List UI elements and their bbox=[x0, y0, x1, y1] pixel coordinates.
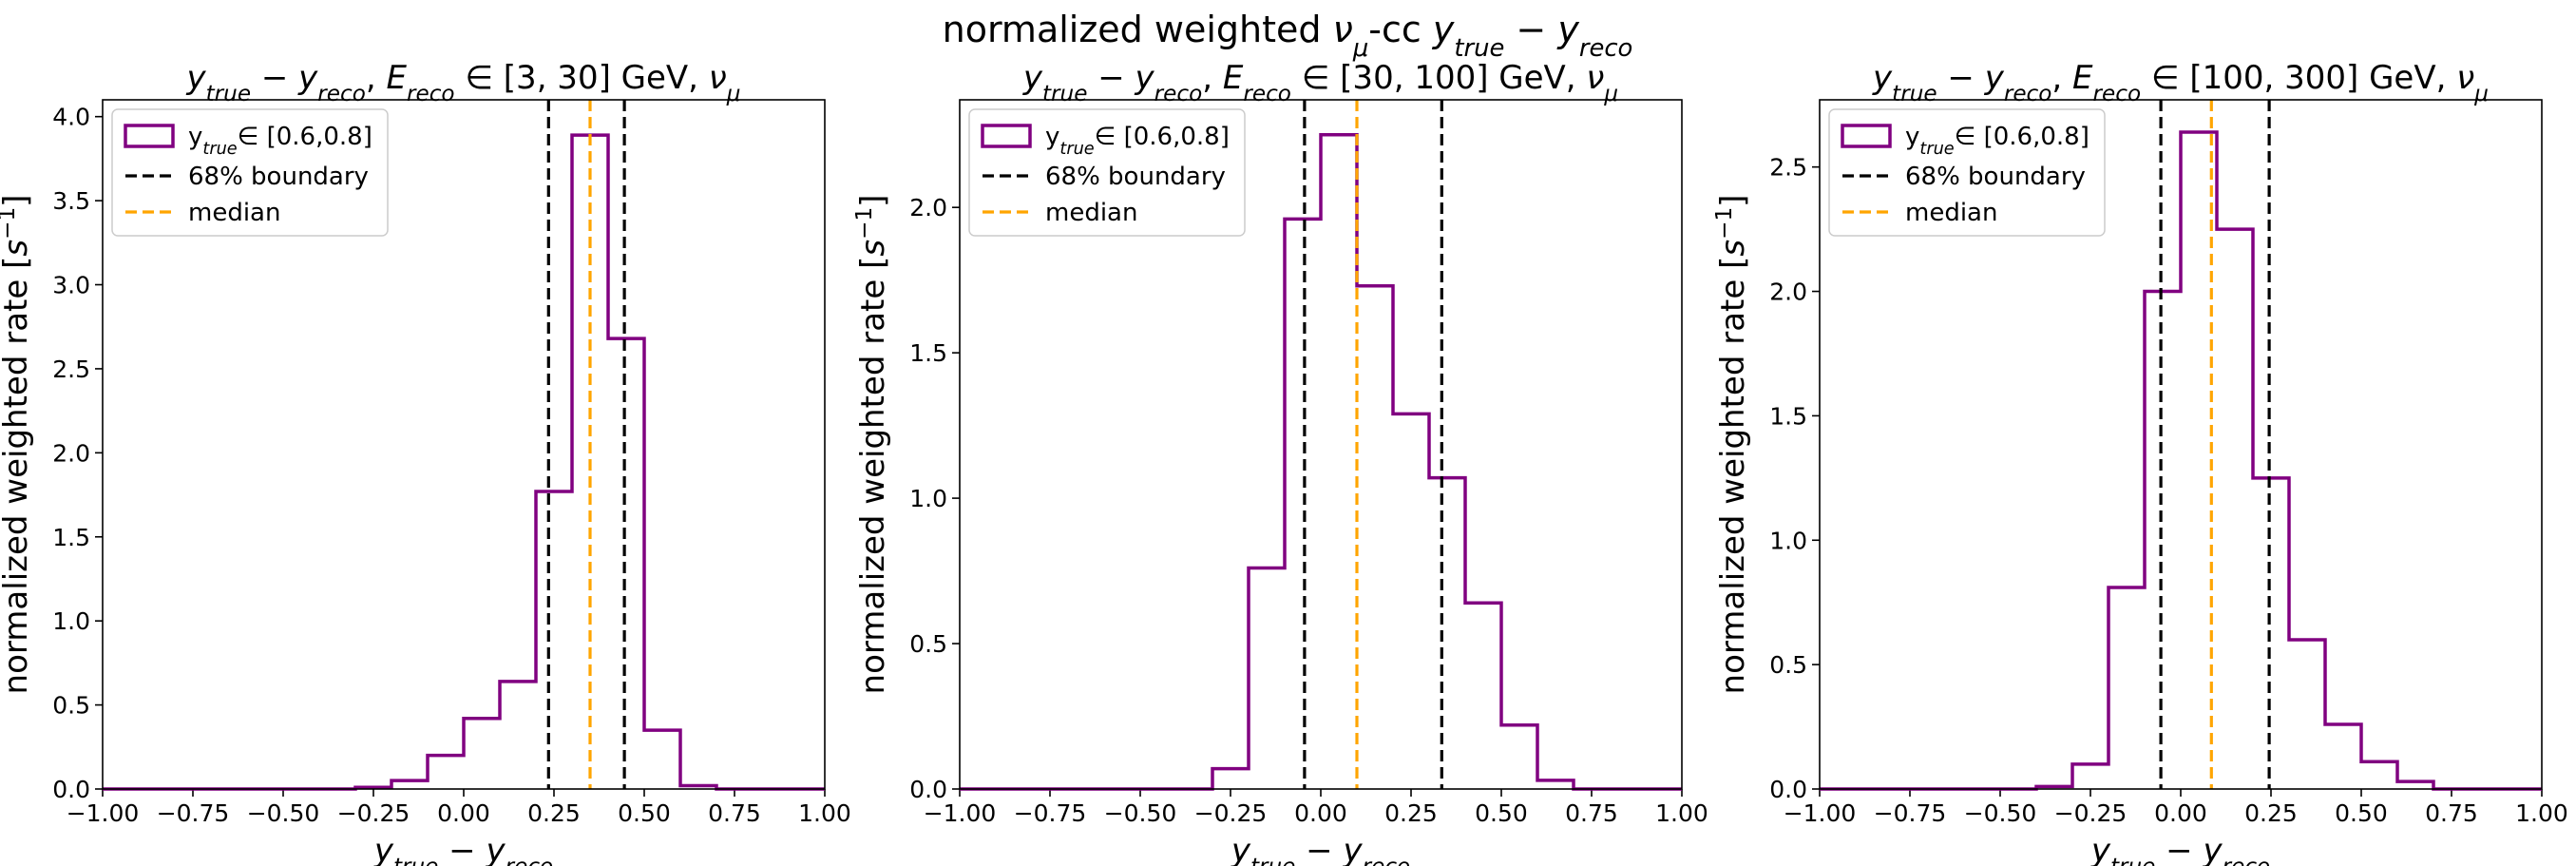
y-tick-label: 4.0 bbox=[52, 104, 90, 131]
y-tick-label: 1.5 bbox=[909, 339, 947, 367]
x-tick-label: −1.00 bbox=[924, 799, 997, 827]
y-tick-label: 3.0 bbox=[52, 272, 90, 299]
x-tick-label: −1.00 bbox=[1784, 799, 1857, 827]
legend-histogram-label: ytrue∈ [0.6,0.8] bbox=[1045, 123, 1230, 159]
x-tick-label: −0.50 bbox=[1964, 799, 2037, 827]
legend: ytrue∈ [0.6,0.8] 68% boundary median bbox=[111, 108, 389, 237]
y-tick-label: 2.0 bbox=[909, 194, 947, 221]
x-tick-label: 0.75 bbox=[1565, 799, 1618, 827]
legend: ytrue∈ [0.6,0.8] 68% boundary median bbox=[968, 108, 1246, 237]
y-tick-label: 2.0 bbox=[1769, 279, 1807, 306]
x-tick-label: 0.75 bbox=[708, 799, 761, 827]
subplot-2: ytrue − yreco, Ereco ∈ [30, 100] GeV, νμ… bbox=[852, 59, 1708, 866]
legend-box bbox=[1828, 108, 2106, 237]
y-tick-label: 2.5 bbox=[52, 356, 90, 383]
x-tick-label: 0.00 bbox=[437, 799, 490, 827]
x-tick-label: 0.50 bbox=[618, 799, 671, 827]
x-tick-label: −0.50 bbox=[247, 799, 320, 827]
y-tick-label: 2.5 bbox=[1769, 154, 1807, 182]
x-tick-label: 0.50 bbox=[2335, 799, 2388, 827]
x-tick-label: 1.00 bbox=[2515, 799, 2568, 827]
legend-box bbox=[111, 108, 389, 237]
x-tick-label: 0.75 bbox=[2425, 799, 2478, 827]
plot-frame bbox=[102, 99, 826, 790]
y-axis-label: normalized weighted rate [s−1] bbox=[852, 195, 892, 695]
x-tick-label: −0.25 bbox=[337, 799, 410, 827]
x-axis-label: ytrue − yreco bbox=[1231, 832, 1410, 866]
y-tick-label: 0.5 bbox=[909, 630, 947, 658]
x-tick-label: 0.25 bbox=[2244, 799, 2298, 827]
y-axis-label: normalized weighted rate [s−1] bbox=[0, 195, 35, 695]
legend-box bbox=[968, 108, 1246, 237]
legend-histogram-swatch bbox=[1841, 124, 1892, 148]
legend-histogram-label: ytrue∈ [0.6,0.8] bbox=[188, 123, 372, 159]
y-tick-label: 0.0 bbox=[909, 776, 947, 803]
y-tick-label: 1.0 bbox=[52, 607, 90, 635]
y-tick-label: 3.5 bbox=[52, 187, 90, 215]
x-tick-label: 0.00 bbox=[1294, 799, 1347, 827]
legend-boundary-label: 68% boundary bbox=[1045, 163, 1226, 191]
x-tick-label: −1.00 bbox=[67, 799, 140, 827]
y-tick-label: 0.5 bbox=[1769, 651, 1807, 679]
y-tick-label: 1.0 bbox=[1769, 527, 1807, 554]
x-tick-label: −0.75 bbox=[1874, 799, 1947, 827]
legend-histogram-swatch bbox=[124, 124, 175, 148]
x-tick-label: −0.50 bbox=[1104, 799, 1177, 827]
y-tick-label: 1.5 bbox=[1769, 402, 1807, 430]
plot-frame bbox=[959, 99, 1683, 790]
x-tick-label: −0.75 bbox=[157, 799, 230, 827]
y-tick-label: 0.5 bbox=[52, 692, 90, 720]
subplot-3: ytrue − yreco, Ereco ∈ [100, 300] GeV, ν… bbox=[1712, 59, 2568, 866]
x-tick-label: 1.00 bbox=[1655, 799, 1708, 827]
y-tick-label: 0.0 bbox=[1769, 776, 1807, 803]
plot-frame bbox=[1819, 99, 2543, 790]
y-tick-label: 0.0 bbox=[52, 776, 90, 803]
x-tick-label: 1.00 bbox=[798, 799, 851, 827]
x-axis-label: ytrue − yreco bbox=[2090, 832, 2270, 866]
legend-histogram-label: ytrue∈ [0.6,0.8] bbox=[1905, 123, 2089, 159]
legend-boundary-label: 68% boundary bbox=[188, 163, 369, 191]
legend-median-label: median bbox=[188, 199, 280, 227]
x-tick-label: −0.25 bbox=[2054, 799, 2128, 827]
y-tick-label: 1.0 bbox=[909, 485, 947, 512]
y-tick-label: 2.0 bbox=[52, 439, 90, 467]
x-tick-label: 0.50 bbox=[1475, 799, 1528, 827]
x-tick-label: 0.00 bbox=[2154, 799, 2207, 827]
figure-suptitle: normalized weighted νμ-cc ytrue − yreco bbox=[943, 9, 1633, 63]
x-tick-label: 0.25 bbox=[527, 799, 581, 827]
legend-boundary-label: 68% boundary bbox=[1905, 163, 2086, 191]
subplot-title: ytrue − yreco, Ereco ∈ [30, 100] GeV, νμ bbox=[1022, 59, 1618, 106]
legend: ytrue∈ [0.6,0.8] 68% boundary median bbox=[1828, 108, 2106, 237]
subplot-1: ytrue − yreco, Ereco ∈ [3, 30] GeV, νμ −1… bbox=[0, 59, 851, 866]
subplot-title: ytrue − yreco, Ereco ∈ [3, 30] GeV, νμ bbox=[186, 59, 741, 106]
x-tick-label: −0.25 bbox=[1194, 799, 1268, 827]
legend-median-label: median bbox=[1045, 199, 1137, 227]
y-axis-label: normalized weighted rate [s−1] bbox=[1712, 195, 1752, 695]
x-axis-label: ytrue − yreco bbox=[373, 832, 553, 866]
y-tick-label: 1.5 bbox=[52, 524, 90, 551]
legend-median-label: median bbox=[1905, 199, 1997, 227]
x-tick-label: −0.75 bbox=[1014, 799, 1087, 827]
x-tick-label: 0.25 bbox=[1384, 799, 1438, 827]
legend-histogram-swatch bbox=[981, 124, 1032, 148]
